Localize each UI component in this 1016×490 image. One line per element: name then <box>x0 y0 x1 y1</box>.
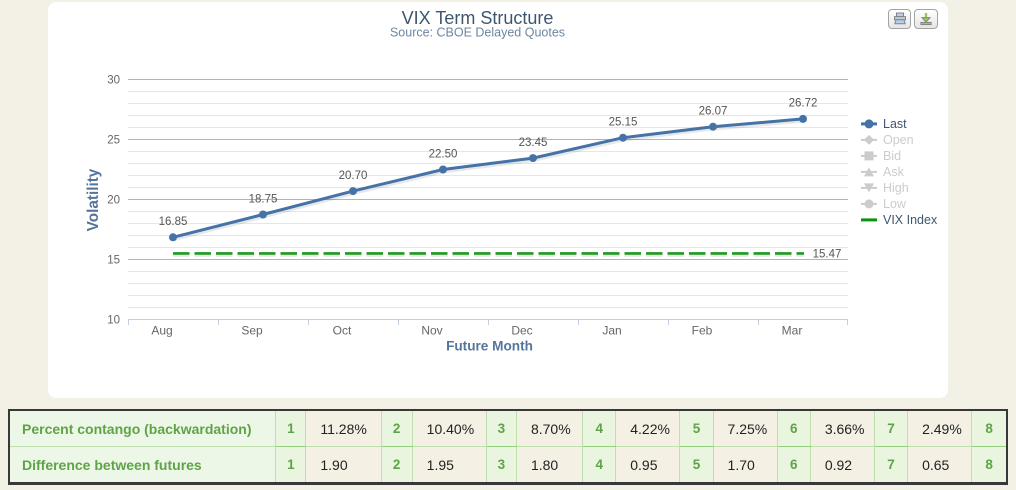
svg-text:20.70: 20.70 <box>339 170 368 182</box>
svg-text:25.15: 25.15 <box>609 117 638 129</box>
svg-text:Future Month: Future Month <box>446 339 533 354</box>
svg-text:15: 15 <box>107 255 120 267</box>
svg-text:10: 10 <box>107 315 120 327</box>
svg-text:20: 20 <box>107 195 120 207</box>
svg-text:18.75: 18.75 <box>249 193 278 205</box>
svg-text:Jan: Jan <box>602 323 621 337</box>
svg-text:Bid: Bid <box>883 149 901 163</box>
svg-text:Last: Last <box>883 117 907 131</box>
svg-text:High: High <box>883 181 909 195</box>
svg-text:16.85: 16.85 <box>159 216 188 228</box>
svg-text:30: 30 <box>107 75 120 87</box>
svg-text:26.72: 26.72 <box>789 98 818 110</box>
svg-text:Mar: Mar <box>782 323 803 337</box>
svg-text:VIX Term Structure: VIX Term Structure <box>402 8 554 28</box>
svg-text:26.07: 26.07 <box>699 106 728 118</box>
svg-text:Oct: Oct <box>333 323 352 337</box>
svg-text:23.45: 23.45 <box>519 137 548 149</box>
svg-text:22.50: 22.50 <box>429 148 458 160</box>
svg-text:25: 25 <box>107 135 120 147</box>
svg-text:Nov: Nov <box>421 323 442 337</box>
svg-text:Ask: Ask <box>883 165 905 179</box>
svg-text:Source: CBOE Delayed Quotes: Source: CBOE Delayed Quotes <box>390 26 565 40</box>
svg-text:Dec: Dec <box>511 323 532 337</box>
svg-text:Open: Open <box>883 133 914 147</box>
svg-text:VIX Index: VIX Index <box>883 213 938 227</box>
svg-text:Feb: Feb <box>692 323 713 337</box>
svg-text:Sep: Sep <box>241 323 263 337</box>
svg-text:Volatility: Volatility <box>85 168 102 231</box>
svg-text:Low: Low <box>883 197 907 211</box>
svg-text:Aug: Aug <box>151 323 172 337</box>
svg-text:15.47: 15.47 <box>813 248 842 260</box>
